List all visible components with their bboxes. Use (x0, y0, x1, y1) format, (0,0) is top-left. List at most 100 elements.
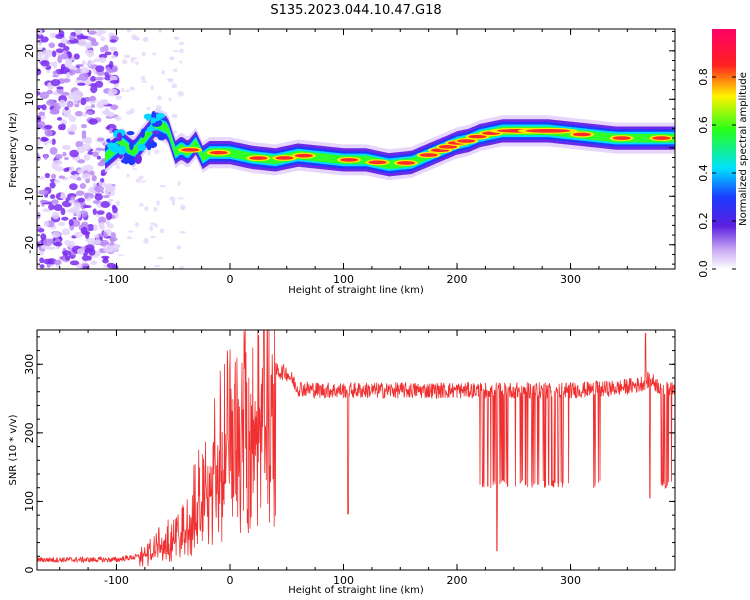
noise-blob (44, 128, 53, 137)
noise-blob (168, 97, 172, 102)
noise-blob (81, 138, 91, 144)
noise-blob (41, 104, 47, 111)
noise-blob (106, 262, 116, 269)
noise-blob (92, 151, 99, 157)
noise-blob (104, 51, 112, 56)
colorbar-gradient (712, 29, 736, 269)
noise-blob (77, 82, 86, 86)
noise-blob (66, 100, 74, 108)
noise-blob (56, 86, 64, 90)
noise-blob (90, 104, 96, 108)
x-tick-label: 200 (447, 273, 468, 286)
noise-blob (94, 193, 103, 201)
noise-blob (69, 183, 78, 191)
noise-blob (37, 91, 41, 96)
noise-blob (95, 65, 105, 72)
noise-blob (81, 112, 88, 117)
noise-blob (138, 175, 144, 180)
spectrogram-heatmap (37, 29, 675, 269)
noise-blob (130, 57, 138, 60)
noise-blob (73, 53, 80, 60)
noise-blob (179, 60, 183, 64)
spectral-blob (157, 134, 166, 141)
noise-blob (121, 87, 125, 93)
hot-blob (249, 156, 268, 160)
noise-blob (72, 219, 81, 227)
noise-blob (90, 76, 97, 82)
noise-blob (96, 210, 105, 215)
noise-blob (100, 100, 109, 106)
noise-blob (37, 120, 46, 129)
noise-blob (85, 110, 94, 115)
noise-blob (55, 48, 64, 53)
noise-blob (150, 85, 154, 91)
noise-blob (108, 198, 114, 202)
noise-blob (51, 211, 60, 220)
noise-blob (100, 36, 106, 42)
noise-blob (84, 42, 93, 49)
noise-blob (159, 228, 165, 234)
spectral-blob (152, 130, 160, 135)
noise-blob (135, 178, 141, 184)
hot-blob (468, 134, 487, 139)
noise-blob (62, 151, 67, 157)
spectral-blob (140, 128, 145, 138)
noise-blob (147, 151, 151, 156)
noise-blob (63, 45, 70, 52)
noise-blob (51, 173, 57, 180)
spectral-blob (106, 138, 111, 143)
noise-blob (179, 48, 184, 54)
noise-blob (109, 75, 118, 82)
noise-blob (169, 196, 176, 202)
noise-blob (76, 177, 82, 181)
spectrogram-x-axis-label: Height of straight line (km) (288, 285, 424, 296)
colorbar: 0.0 0.2 0.4 0.6 0.8 Normalized spectral ampl… (697, 29, 749, 278)
noise-blob (37, 29, 43, 36)
noise-blob (126, 173, 130, 178)
noise-blob (94, 185, 104, 193)
spectral-blob (109, 142, 120, 153)
noise-blob (74, 231, 84, 238)
noise-blob (43, 258, 53, 265)
noise-blob (99, 178, 105, 183)
noise-blob (65, 59, 73, 67)
noise-blob (87, 30, 97, 35)
noise-blob (103, 244, 113, 253)
noise-blob (179, 231, 186, 234)
noise-blob (72, 90, 82, 98)
noise-blob (76, 210, 82, 219)
noise-blob (98, 181, 106, 186)
spectrogram-frame (36, 28, 676, 270)
noise-blob (55, 153, 63, 160)
noise-blob (100, 200, 111, 209)
y-tick-label: 10 (23, 92, 36, 106)
noise-blob (144, 206, 149, 211)
noise-blob (46, 89, 53, 95)
noise-blob (128, 230, 134, 233)
noise-blob (131, 34, 137, 41)
noise-blob (80, 226, 88, 235)
noise-blob (48, 203, 55, 211)
noise-blob (143, 238, 149, 244)
noise-blob (61, 216, 69, 221)
noise-blob (115, 165, 120, 169)
colorbar-tick-label: 0.2 (697, 212, 710, 230)
noise-blob (37, 68, 42, 76)
noise-blob (54, 241, 63, 247)
snr-x-axis-label: Height of straight line (km) (288, 585, 424, 596)
noise-blob (39, 250, 44, 256)
colorbar-tick-label: 0.8 (697, 68, 710, 86)
noise-blob (52, 74, 59, 78)
noise-blob (106, 223, 114, 229)
noise-blob (173, 68, 178, 73)
noise-blob (60, 123, 66, 131)
noise-blob (93, 58, 101, 62)
noise-blob (69, 260, 80, 266)
noise-blob (173, 36, 180, 41)
noise-blob (86, 49, 94, 58)
noise-blob (99, 159, 106, 164)
noise-blob (176, 245, 182, 250)
noise-blob (63, 167, 70, 173)
noise-blob (92, 200, 101, 204)
